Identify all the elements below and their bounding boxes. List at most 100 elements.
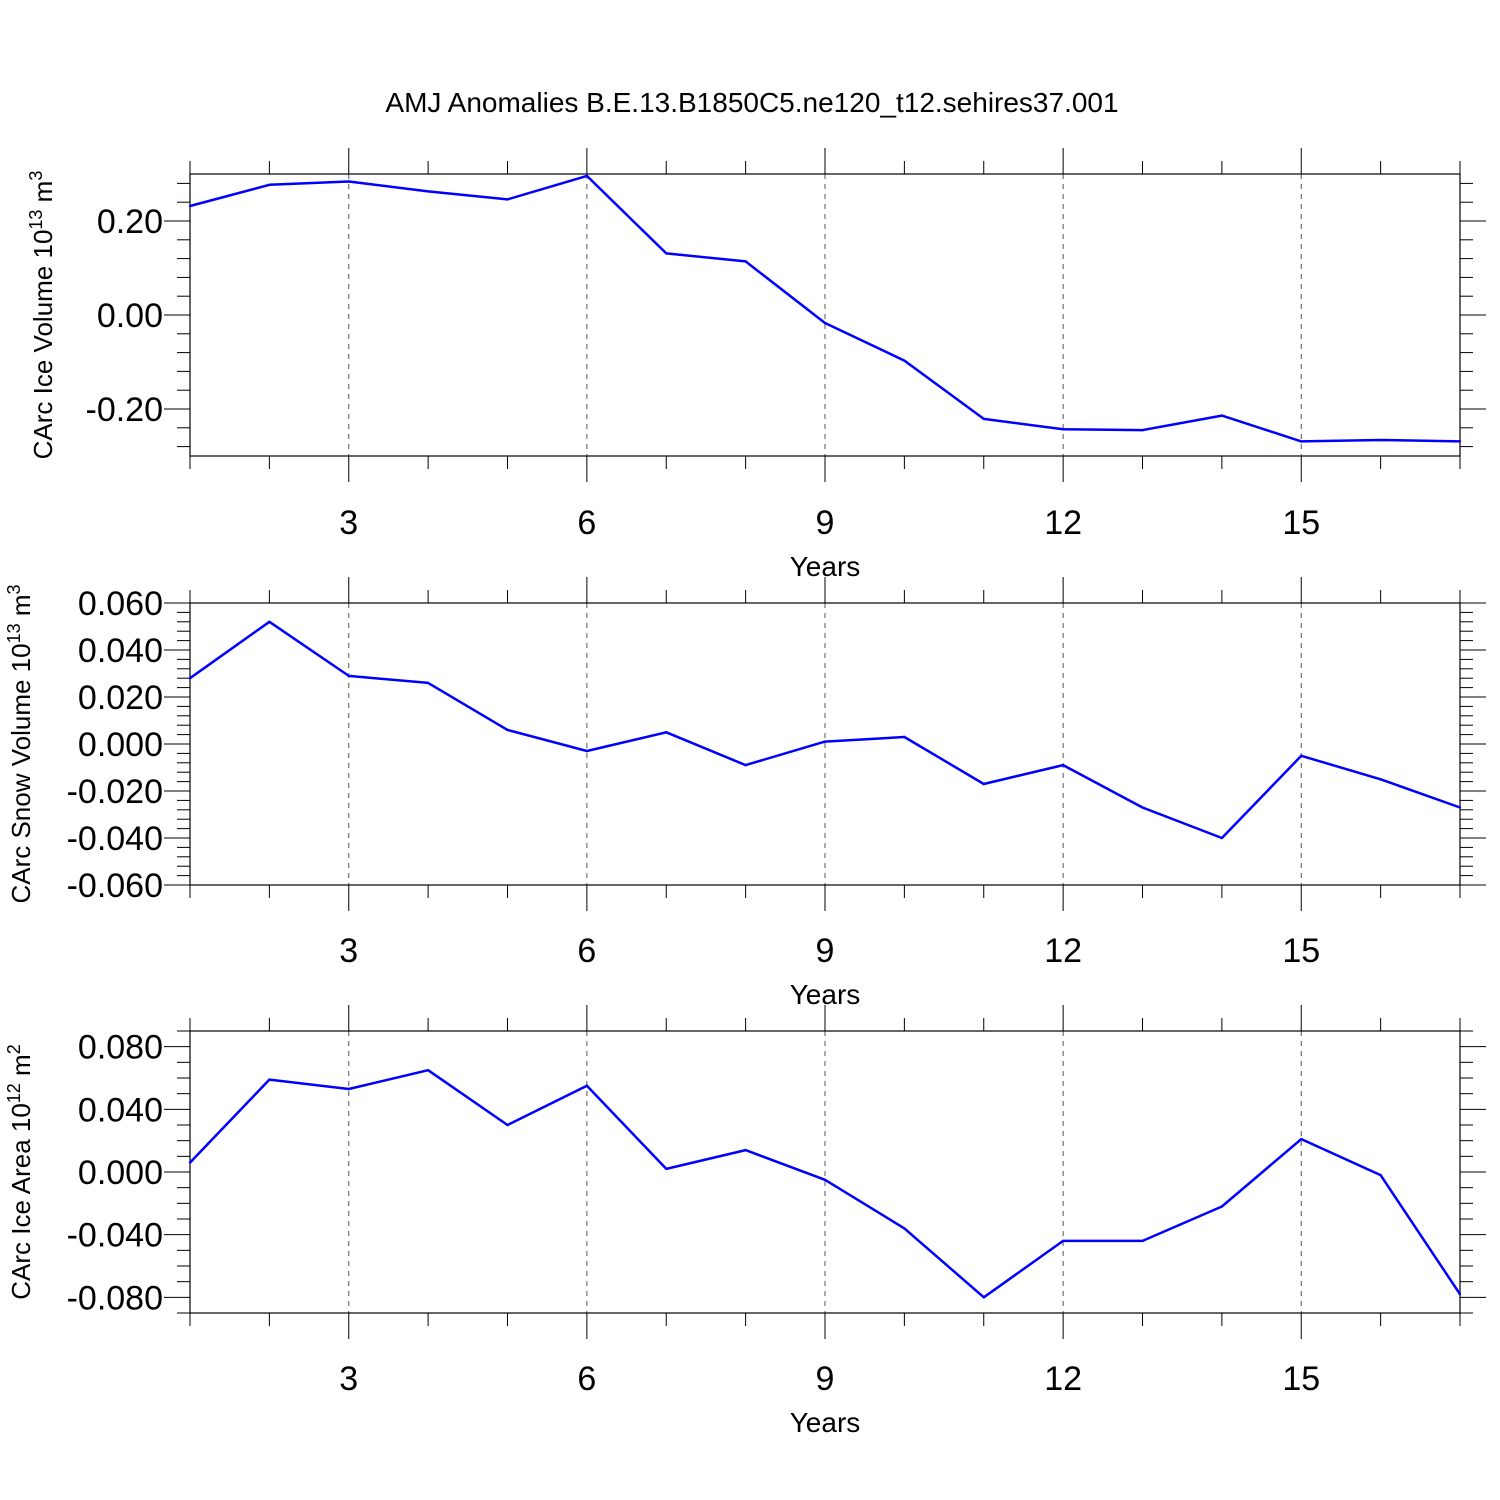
data-point [268, 1078, 271, 1081]
y-axis-title-part: m [6, 594, 36, 623]
y-axis-title-part: CArc Snow Volume 10 [6, 643, 36, 903]
x-tick-label: 12 [1044, 932, 1082, 970]
x-tick-label: 3 [339, 504, 358, 542]
data-point [347, 180, 350, 183]
data-point [1300, 1137, 1303, 1141]
data-point [823, 321, 827, 325]
data-point [585, 174, 589, 178]
data-point [1379, 438, 1382, 442]
y-tick-label: -0.20 [86, 391, 164, 429]
y-tick-label: -0.040 [67, 820, 163, 858]
x-tick-label: 12 [1044, 504, 1082, 542]
data-point [426, 681, 430, 685]
data-point [903, 359, 906, 362]
data-point [982, 1296, 985, 1299]
x-tick-label: 12 [1044, 1360, 1082, 1398]
data-point [585, 749, 589, 753]
x-tick-label: 6 [577, 1360, 596, 1398]
data-point [506, 728, 509, 732]
y-axis-title: CArc Snow Volume 1013 m3 [4, 584, 36, 903]
data-point [1220, 1205, 1224, 1208]
data-point [585, 1084, 589, 1088]
data-point [744, 260, 747, 263]
data-point [506, 1123, 509, 1127]
data-point [1458, 806, 1462, 809]
y-tick-label: 0.000 [78, 1154, 163, 1192]
y-axis-title-part: m [28, 181, 58, 210]
y-axis-title-superscript: 13 [26, 210, 46, 230]
x-tick-label: 6 [577, 932, 596, 970]
panel-2: -0.060 -0.040 -0.020 0.000 0.020 0.040 0.060 3 6… [4, 577, 1486, 1010]
panels: -0.20 0.00 0.20 3 6 9 12 15 Years CArc Ice Volume… [4, 148, 1486, 1438]
data-point [744, 763, 747, 767]
x-tick-label: 15 [1282, 932, 1320, 970]
x-tick-label: 15 [1282, 504, 1320, 542]
data-point [744, 1148, 747, 1152]
x-tick-label: 9 [816, 1360, 835, 1398]
data-point [1300, 754, 1303, 757]
data-point [188, 204, 192, 208]
x-axis-title: Years [790, 979, 861, 1010]
y-tick-label: -0.020 [67, 773, 163, 811]
data-point [1061, 763, 1065, 767]
data-point [903, 1227, 906, 1230]
y-tick-label: 0.060 [78, 585, 163, 623]
plot-frame [189, 173, 1461, 457]
y-tick-label: -0.080 [67, 1279, 163, 1317]
x-axis-title: Years [790, 1407, 861, 1438]
y-tick-label: 0.040 [78, 1091, 163, 1129]
y-axis-title: CArc Ice Area 1012 m2 [4, 1044, 36, 1299]
x-tick-label: 9 [816, 504, 835, 542]
data-point [903, 735, 906, 739]
y-axis-title-part: CArc Ice Volume 10 [28, 230, 58, 460]
figure-title: AMJ Anomalies B.E.13.B1850C5.ne120_t12.s… [385, 87, 1118, 118]
panel-1: -0.20 0.00 0.20 3 6 9 12 15 Years CArc Ice Volume… [26, 148, 1486, 582]
y-tick-label: 0.080 [78, 1029, 163, 1067]
data-point [347, 674, 350, 678]
data-point [1458, 1293, 1462, 1296]
x-tick-label: 9 [816, 932, 835, 970]
data-point [1458, 440, 1462, 443]
y-tick-label: 0.020 [78, 679, 163, 717]
y-tick-label: 0.040 [78, 632, 163, 670]
data-point [1220, 836, 1224, 840]
data-point [1220, 414, 1224, 417]
data-point [347, 1087, 350, 1091]
y-axis-title-superscript: 12 [4, 1083, 24, 1103]
x-tick-label: 15 [1282, 1360, 1320, 1398]
y-axis-title-part: m [6, 1054, 36, 1083]
data-point [982, 782, 985, 786]
x-tick-label: 3 [339, 932, 358, 970]
y-axis-title-superscript: 2 [4, 1044, 24, 1054]
data-point [665, 1167, 668, 1171]
data-point [268, 620, 271, 623]
data-point [1061, 428, 1065, 431]
data-point [426, 190, 430, 193]
data-point [1141, 428, 1144, 432]
data-point [823, 740, 827, 743]
y-axis-title-part: CArc Ice Area 10 [6, 1103, 36, 1300]
data-point [268, 183, 271, 187]
y-axis-title-superscript: 3 [4, 584, 24, 594]
plot-frame [189, 1030, 1461, 1314]
data-point [982, 417, 985, 421]
data-point [1300, 440, 1303, 443]
y-tick-label: -0.040 [67, 1217, 163, 1255]
data-point [1141, 806, 1144, 809]
data-point [188, 1161, 192, 1164]
y-tick-label: -0.060 [67, 867, 163, 905]
y-axis-title-superscript: 3 [26, 171, 46, 181]
data-point [1061, 1239, 1065, 1243]
data-point [1141, 1239, 1144, 1243]
y-tick-label: 0.00 [97, 297, 163, 335]
plot-frame [189, 602, 1461, 886]
panel-3: -0.080 -0.040 0.000 0.040 0.080 3 6 9 12 15 Years C… [4, 1005, 1486, 1438]
y-axis-title-superscript: 13 [4, 623, 24, 643]
data-point [1379, 778, 1382, 781]
x-tick-label: 6 [577, 504, 596, 542]
x-tick-label: 3 [339, 1360, 358, 1398]
y-tick-label: 0.20 [97, 203, 163, 241]
y-axis-title: CArc Ice Volume 1013 m3 [26, 171, 58, 460]
data-point [665, 252, 668, 255]
